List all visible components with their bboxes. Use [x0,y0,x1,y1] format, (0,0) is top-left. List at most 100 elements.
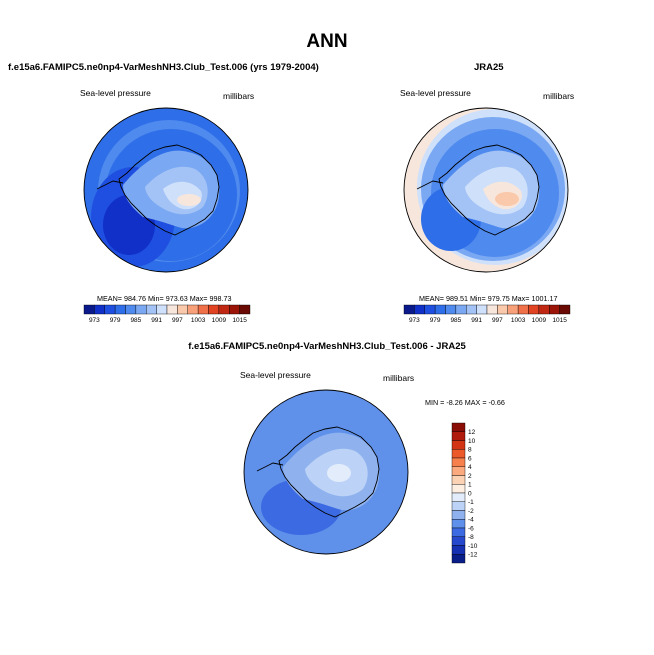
panel1-colorbar-tick-1: 979 [110,317,121,324]
panel2-colorbar-swatch-2 [424,304,436,315]
panel2-colorbar-tick-6: 1009 [532,317,547,324]
panel2-colorbar-tick-2: 985 [450,317,461,324]
panel1-colorbar-swatch-1 [94,304,105,315]
panel1-colorbar-swatch-3 [114,304,126,315]
panel1-colorbar-swatch-10 [187,304,199,315]
panel2-colorbar-swatch-8 [486,304,498,315]
panel3-coastline [278,426,380,518]
panel3-polar-map [243,389,409,555]
panel1-colorbar-swatch-5 [135,304,147,315]
panel3-colorbar-swatch-15 [451,554,466,564]
panel2-colorbar-swatch-9 [497,304,508,315]
panel2-colorbar: 973 979 985 991 997 1003 1009 1015 [403,304,571,324]
panel1-colorbar-tick-2: 985 [130,317,141,324]
panel3-colorbar-swatch-3 [451,449,466,459]
panel2-left-label: Sea-level pressure [400,88,471,98]
panel3-colorbar-tick-0: 12 [468,429,476,436]
panel3-colorbar-tick-2: 8 [468,447,472,454]
panel1-map-border [83,107,249,273]
panel3-colorbar-tick-10: -4 [468,517,474,524]
panel3-colorbar-tick-13: -10 [468,543,478,550]
panel3-stats: MIN = -8.26 MAX = -0.66 [425,398,505,407]
panel1-colorbar-swatch-2 [104,304,116,315]
panel1-colorbar-swatch-0 [83,304,95,315]
panel1-left-label: Sea-level pressure [80,88,151,98]
panel2-colorbar-swatch-3 [434,304,446,315]
panel2-colorbar-swatch-10 [507,304,519,315]
panel3-colorbar: 12 10 86 4 2 10 -1 -2 -4-6 -8 -10 -12 [451,422,478,564]
panel2-colorbar-swatch-5 [455,304,467,315]
panel2-colorbar-swatch-14 [549,304,560,315]
panel3-colorbar-tick-12: -8 [468,534,474,541]
panel1-colorbar-swatch-13 [218,304,230,315]
panel1-right-label: millibars [223,91,255,101]
panel1-title: f.e15a6.FAMIPC5.ne0np4-VarMeshNH3.Club_T… [8,62,319,73]
panel3-colorbar-swatch-1 [451,431,466,441]
panel2-colorbar-swatch-11 [517,304,529,315]
panel2-title: JRA25 [474,62,504,73]
panel2-polar-map [403,107,569,273]
panel3-colorbar-tick-11: -6 [468,525,474,532]
panel1-contour-max [177,194,201,206]
panel1-colorbar-swatch-14 [229,304,240,315]
panel3-colorbar-swatch-12 [451,527,466,537]
panel1-colorbar-tick-6: 1009 [212,317,227,324]
panel3-colorbar-swatch-9 [451,501,466,511]
panel2-colorbar-tick-1: 979 [430,317,441,324]
panel1-colorbar-swatch-4 [125,304,137,315]
panel1-colorbar-tick-0: 973 [89,317,100,324]
panel2-colorbar-tick-0: 973 [409,317,420,324]
panel2-colorbar-tick-3: 991 [471,317,482,324]
panel2-colorbar-swatch-15 [559,304,571,315]
panel3-colorbar-swatch-7 [451,484,466,494]
panel3-colorbar-swatch-6 [451,475,466,485]
panel3-colorbar-swatch-14 [451,545,466,555]
panel3-map-border [243,389,409,555]
panel1-colorbar-swatch-12 [208,304,220,315]
panel3-colorbar-swatch-4 [451,457,466,467]
panel2-colorbar-swatch-4 [445,304,457,315]
panel3-colorbar-swatch-10 [451,510,466,520]
panel1-colorbar-tick-3: 991 [151,317,162,324]
panel3-left-label: Sea-level pressure [240,370,311,380]
panel1-stats: MEAN= 984.76 Min= 973.63 Max= 998.73 [97,294,232,303]
panel1-colorbar-swatch-9 [177,304,188,315]
panel2-stats: MEAN= 989.51 Min= 979.75 Max= 1001.17 [419,294,558,303]
panel3-colorbar-swatch-5 [451,466,466,476]
panel2-colorbar-swatch-12 [528,304,540,315]
panel3-colorbar-tick-5: 2 [468,473,472,480]
panel1-peninsula [96,180,124,190]
panel2-coastline [438,144,540,236]
panel3-colorbar-tick-6: 1 [468,482,472,489]
panel2-colorbar-swatch-1 [414,304,425,315]
panel2-colorbar-swatch-0 [403,304,415,315]
panel3-title: f.e15a6.FAMIPC5.ne0np4-VarMeshNH3.Club_T… [188,341,466,352]
panel2-colorbar-swatch-6 [466,304,477,315]
panel2-peninsula [416,180,444,190]
panel3-colorbar-swatch-11 [451,519,466,529]
panel3-colorbar-tick-9: -2 [468,508,474,515]
panel2-colorbar-swatch-7 [476,304,488,315]
panel3-colorbar-swatch-2 [451,440,466,450]
panel1-coastline [118,144,220,236]
panel1-colorbar-tick-5: 1003 [191,317,206,324]
panel3-colorbar-swatch-13 [451,536,466,546]
panel1-colorbar-tick-7: 1015 [232,317,247,324]
panel1-colorbar-swatch-8 [166,304,178,315]
panel2-colorbar-tick-5: 1003 [511,317,526,324]
page-title: ANN [306,31,348,52]
panel1-colorbar: 973 979 985 991 997 1003 1009 1015 [83,304,251,324]
panel3-colorbar-tick-8: -1 [468,499,474,506]
panel2-colorbar-swatch-13 [538,304,550,315]
panel3-colorbar-tick-1: 10 [468,438,476,445]
panel2-colorbar-tick-7: 1015 [552,317,567,324]
panel3-colorbar-tick-4: 4 [468,464,472,471]
panel1-colorbar-swatch-6 [146,304,157,315]
panel3-contour-diff-min [327,464,351,482]
panel3-colorbar-tick-3: 6 [468,455,472,462]
panel1-colorbar-swatch-15 [239,304,251,315]
panel1-colorbar-swatch-11 [197,304,209,315]
panel3-peninsula [256,462,284,472]
panel3-colorbar-tick-14: -12 [468,552,478,559]
panel2-map-border [403,107,569,273]
